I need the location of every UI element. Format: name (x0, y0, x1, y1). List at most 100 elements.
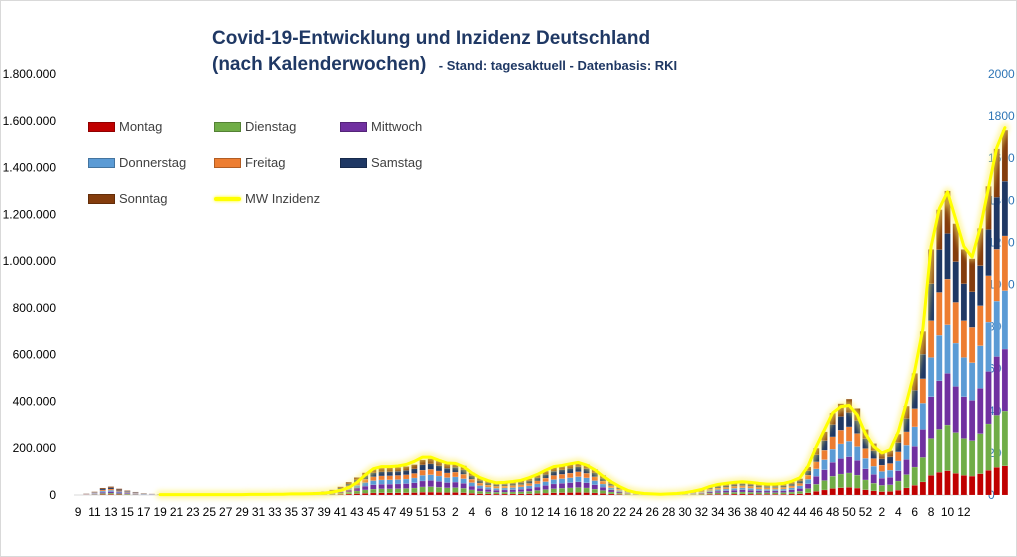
bar-segment-samstag (969, 291, 976, 328)
x-tick-label: 4 (468, 505, 475, 519)
bar-segment-donnerstag (452, 476, 459, 483)
x-tick-label: 50 (842, 505, 856, 519)
bar-segment-donnerstag (927, 357, 935, 397)
bar-segment-montag (731, 493, 738, 496)
bar-segment-dienstag (936, 429, 943, 473)
bar-segment-mittwoch (107, 491, 115, 494)
x-tick-label: 12 (531, 505, 545, 519)
bar-segment-mittwoch (99, 492, 106, 494)
bar-segment-mittwoch (755, 490, 762, 493)
bar-segment-mittwoch (558, 483, 566, 489)
bar-segment-montag (985, 470, 992, 496)
bar-segment-montag (362, 493, 369, 496)
bar-segment-samstag (394, 471, 402, 476)
bar-segment-dienstag (116, 493, 123, 495)
bar-segment-dienstag (616, 492, 623, 495)
x-tick-label: 8 (501, 505, 508, 519)
bar-segment-donnerstag (919, 403, 927, 430)
bar-segment-dienstag (911, 466, 918, 486)
bar-segment-donnerstag (895, 460, 902, 471)
legend-item-sonntag: Sonntag (88, 191, 167, 206)
bar-segment-donnerstag (763, 489, 771, 492)
legend-swatch-freitag (214, 157, 241, 168)
chart-subtitle-row: (nach Kalenderwochen) - Stand: tagesaktu… (212, 54, 677, 76)
bar-segment-mittwoch (911, 446, 918, 468)
bar-segment-donnerstag (362, 482, 369, 487)
x-tick-label: 30 (678, 505, 692, 519)
bar-segment-mittwoch (394, 483, 402, 489)
x-tick-label: 32 (695, 505, 709, 519)
bar-segment-freitag (452, 471, 459, 478)
bar-segment-freitag (378, 475, 385, 481)
bar-segment-samstag (837, 416, 844, 431)
bar-segment-mittwoch (829, 462, 836, 477)
bar-segment-montag (763, 494, 771, 496)
bar-segment-montag (936, 472, 943, 496)
bar-segment-dienstag (731, 492, 738, 495)
bar-segment-mittwoch (534, 486, 541, 491)
legend: Montag Dienstag Mittwoch Donnerstag Frei… (88, 119, 468, 219)
bar-segment-dienstag (362, 489, 369, 494)
bar-segment-freitag (1001, 235, 1009, 291)
bar-segment-freitag (107, 488, 115, 491)
bar-segment-donnerstag (747, 488, 754, 491)
bar-segment-mittwoch (542, 485, 549, 490)
bar-segment-dienstag (813, 484, 820, 492)
bar-segment-freitag (878, 464, 885, 472)
bar-segment-donnerstag (460, 478, 467, 484)
bar-segment-donnerstag (386, 479, 393, 485)
legend-item-montag: Montag (88, 119, 162, 134)
bar-segment-sonntag (969, 258, 976, 292)
bar-segment-dienstag (550, 488, 557, 493)
bar-segment-mittwoch (788, 489, 795, 493)
x-tick-label: 25 (203, 505, 217, 519)
bar-segment-montag (526, 493, 533, 496)
bar-segment-mittwoch (370, 484, 377, 490)
bar-segment-donnerstag (960, 357, 968, 397)
bar-segment-mittwoch (485, 489, 492, 492)
bar-segment-mittwoch (444, 482, 451, 488)
bar-segment-montag (862, 489, 869, 496)
bar-segment-mittwoch (362, 485, 369, 491)
bar-segment-montag (419, 492, 426, 496)
bar-segment-montag (509, 493, 516, 496)
bar-segment-freitag (927, 320, 935, 358)
y-left-tick-label: 200.000 (13, 441, 57, 455)
bar-segment-donnerstag (591, 480, 598, 485)
bar-segment-mittwoch (747, 489, 754, 493)
bar-segment-mittwoch (944, 373, 951, 426)
legend-label-mw-inzidenz: MW Inzidenz (245, 191, 321, 206)
bar-segment-dienstag (837, 473, 844, 488)
x-tick-label: 9 (75, 505, 82, 519)
bar-segment-donnerstag (493, 488, 500, 491)
bar-segment-mittwoch (878, 478, 885, 486)
bar-segment-montag (919, 481, 927, 496)
line-mw-inzidenz (158, 126, 1007, 497)
bar-segment-mittwoch (952, 386, 959, 433)
y-right-tick-label: 0 (988, 488, 995, 502)
bar-segment-freitag (919, 378, 927, 404)
bar-segment-montag (977, 473, 984, 496)
bar-segment-mittwoch (476, 488, 484, 492)
bar-segment-donnerstag (952, 342, 959, 387)
bar-segment-donnerstag (780, 488, 787, 491)
bar-segment-montag (542, 492, 549, 496)
x-tick-label: 31 (252, 505, 266, 519)
x-tick-label: 16 (564, 505, 578, 519)
bar-segment-freitag (534, 480, 541, 485)
bar-segment-dienstag (460, 488, 467, 493)
bar-segment-donnerstag (403, 478, 410, 484)
bar-segment-dienstag (952, 432, 959, 474)
bar-segment-montag (517, 493, 525, 496)
y-right-tick-label: 1000 (988, 278, 1015, 292)
bar-segment-donnerstag (485, 486, 492, 490)
bar-segment-dienstag (977, 433, 984, 474)
bar-segment-montag (460, 492, 467, 496)
x-tick-label: 48 (826, 505, 840, 519)
bar-segment-montag (485, 493, 492, 496)
bar-segment-donnerstag (731, 488, 738, 491)
bar-segment-dienstag (804, 488, 812, 493)
bar-segment-freitag (944, 278, 951, 325)
bar-segment-dienstag (763, 492, 771, 495)
bar-segment-freitag (591, 476, 598, 481)
